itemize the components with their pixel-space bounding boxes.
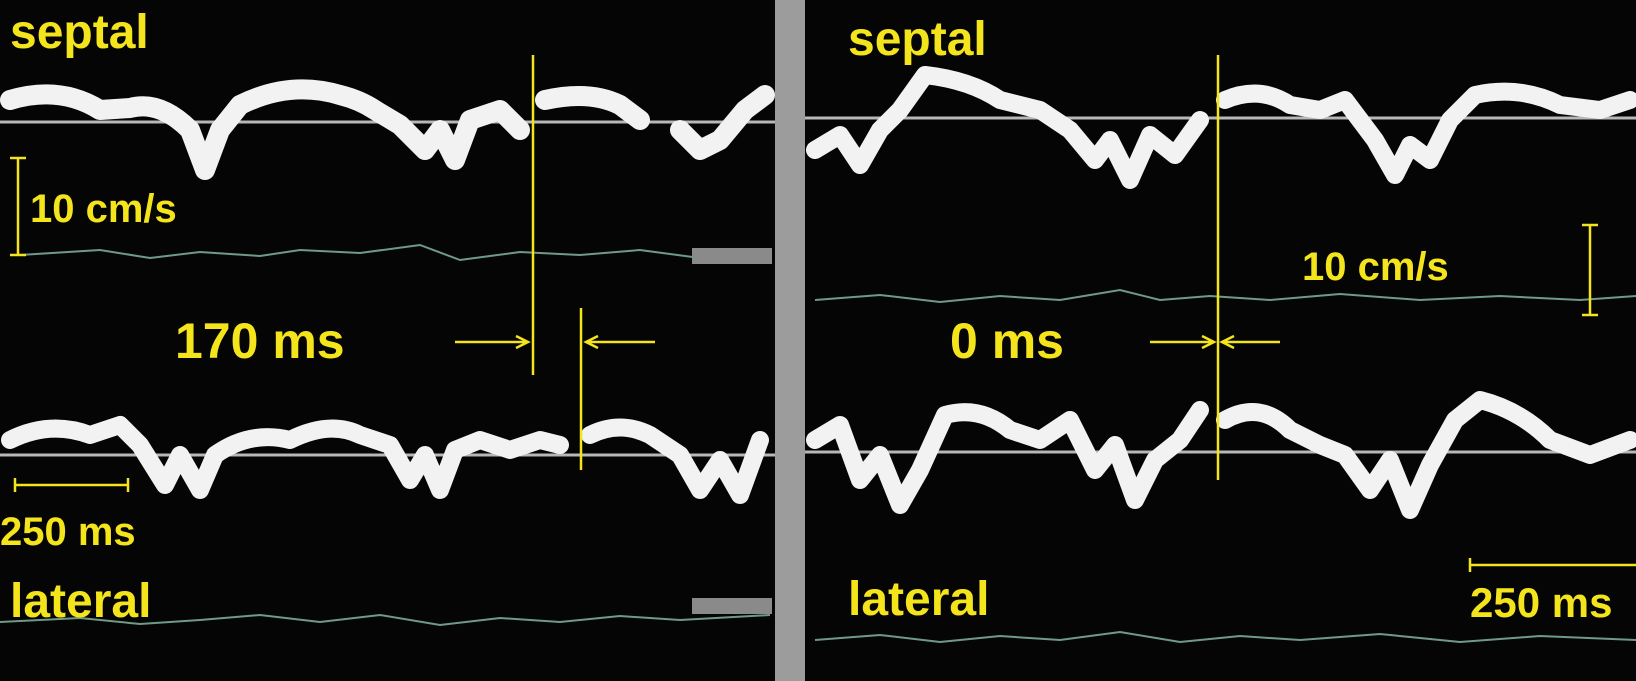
lateral-label: lateral [10,575,151,628]
page: septal 10 cm/s 170 ms 250 ms lateral sep… [0,0,1636,681]
panel-separator [775,0,805,681]
velocity-scale-label: 10 cm/s [30,187,177,231]
septal-label: septal [848,13,987,66]
interval-label: 170 ms [175,313,345,369]
time-scale-label: 250 ms [0,510,136,554]
lateral-label: lateral [848,573,989,626]
septal-label: septal [10,6,149,59]
timestamp-box [692,248,772,264]
velocity-scale-label: 10 cm/s [1302,245,1449,289]
interval-label: 0 ms [950,313,1064,369]
figure: septal 10 cm/s 170 ms 250 ms lateral sep… [0,0,1636,681]
time-scale-label: 250 ms [1470,579,1612,626]
timestamp-box [692,598,772,614]
